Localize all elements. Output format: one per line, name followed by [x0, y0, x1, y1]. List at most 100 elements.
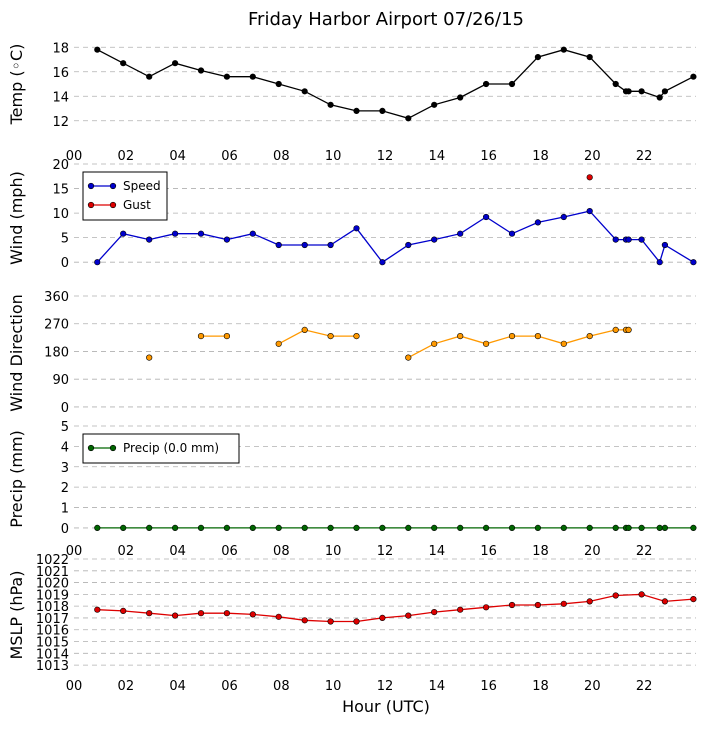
data-point: [197, 524, 205, 532]
y-tick-label: 1013: [36, 659, 69, 674]
data-point: [560, 524, 567, 532]
data-point: [379, 524, 386, 532]
data-point: [120, 524, 127, 532]
y-tick-label: 5: [61, 232, 69, 247]
data-point: [612, 80, 619, 88]
data-point: [172, 612, 179, 619]
data-point: [146, 73, 153, 80]
legend: Speed Gust: [82, 171, 168, 221]
data-point: [146, 236, 153, 243]
data-point: [327, 101, 334, 108]
legend-label: Speed: [123, 179, 161, 193]
y-tick-label: 1022: [36, 553, 69, 568]
data-point: [275, 340, 282, 347]
data-point: [379, 614, 386, 622]
x-tick-label: 06: [221, 544, 238, 559]
data-point: [405, 241, 412, 249]
x-tick-label: 02: [118, 679, 135, 694]
x-tick-label: 00: [66, 149, 83, 164]
x-tick-label: 10: [325, 679, 342, 694]
data-point: [612, 326, 619, 334]
data-point: [508, 601, 516, 609]
x-tick-label: 08: [273, 544, 290, 559]
data-point: [560, 46, 567, 53]
data-point: [146, 610, 153, 617]
data-point: [353, 225, 360, 232]
legend-label: Gust: [123, 198, 151, 212]
data-point: [379, 259, 386, 266]
data-point: [457, 606, 464, 613]
data-point: [690, 595, 697, 603]
data-point: [353, 107, 360, 114]
panel-1: 12 14 16 18 00 02 04 06 08 10 12 14 16 18 20 22 Temp (◦C…: [7, 41, 697, 164]
panel-3: 0 90 180 270 360 Wind Direction: [7, 290, 696, 416]
y-tick-label: 1017: [36, 612, 69, 627]
legend-marker: [87, 201, 95, 209]
legend-marker: [109, 444, 117, 452]
y-tick-label: 1015: [36, 636, 69, 651]
legend-marker: [87, 182, 95, 190]
data-point: [301, 241, 308, 249]
x-tick-label: 22: [636, 544, 653, 559]
data-point: [223, 236, 230, 243]
x-tick-label: 10: [325, 149, 342, 164]
y-tick-label: 1: [61, 502, 69, 517]
data-point: [172, 60, 179, 67]
data-point: [560, 600, 567, 607]
data-point: [327, 524, 334, 532]
data-point: [172, 230, 179, 237]
data-point: [379, 107, 386, 114]
legend-marker: [109, 182, 117, 190]
data-point: [656, 259, 663, 266]
x-tick-label: 18: [532, 149, 549, 164]
x-tick-label: 04: [169, 544, 186, 559]
y-tick-label: 5: [61, 420, 69, 435]
data-point: [457, 524, 464, 532]
data-point: [146, 524, 153, 532]
data-point: [690, 73, 697, 80]
data-point: [223, 524, 230, 532]
data-point: [560, 213, 567, 221]
x-tick-label: 06: [221, 149, 238, 164]
data-point: [508, 230, 516, 237]
data-point: [94, 524, 101, 532]
data-point: [508, 524, 516, 532]
data-point: [661, 241, 669, 249]
x-tick-label: 20: [584, 679, 601, 694]
data-point: [638, 591, 645, 598]
legend: Precip (0.0 mm): [82, 433, 240, 464]
x-tick-label: 00: [66, 544, 83, 559]
data-point: [534, 333, 542, 340]
x-tick-label: 22: [636, 679, 653, 694]
data-point: [94, 606, 101, 613]
y-tick-label: 1019: [36, 588, 69, 603]
x-tick-label: 02: [118, 544, 135, 559]
data-point: [625, 326, 632, 334]
legend-box: [82, 171, 168, 221]
data-point: [120, 230, 127, 237]
y-tick-label: 90: [52, 373, 69, 388]
data-point: [94, 259, 101, 266]
data-point: [327, 333, 334, 340]
data-point: [223, 610, 230, 617]
x-tick-label: 06: [221, 679, 238, 694]
data-point: [483, 80, 490, 88]
x-tick-label: 12: [377, 679, 394, 694]
y-tick-label: 20: [52, 158, 69, 173]
data-point: [249, 524, 256, 532]
data-point: [661, 598, 669, 605]
data-point: [94, 46, 101, 53]
data-point: [301, 88, 308, 95]
data-point: [120, 607, 127, 615]
data-point: [483, 604, 490, 611]
data-point: [327, 618, 334, 625]
data-point: [275, 80, 282, 88]
series-line: [407, 329, 629, 359]
y-tick-label: 270: [44, 318, 69, 333]
data-point: [353, 333, 360, 340]
data-point: [431, 340, 438, 347]
y-axis-label: Wind Direction: [7, 294, 26, 412]
